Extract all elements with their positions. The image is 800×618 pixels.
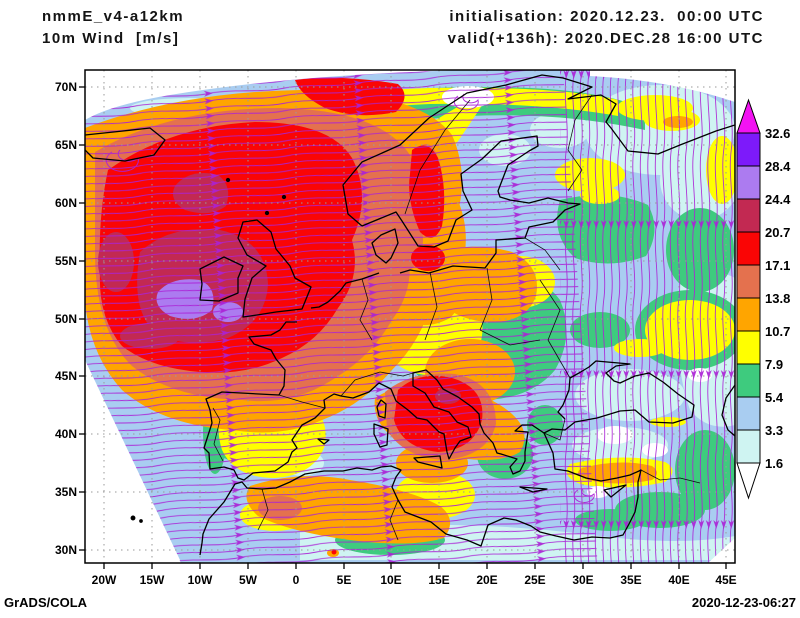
lat-label: 50N xyxy=(55,312,77,326)
color-scale-segment xyxy=(736,264,761,299)
color-scale-segment xyxy=(736,132,761,167)
coast-corsica xyxy=(376,399,387,419)
lon-label: 0 xyxy=(293,573,300,587)
domain-masks xyxy=(85,70,735,563)
lon-label: 25E xyxy=(524,573,545,587)
lon-label: 15E xyxy=(428,573,449,587)
lat-label: 30N xyxy=(55,543,77,557)
lat-label: 45N xyxy=(55,369,77,383)
lon-label: 5W xyxy=(239,573,258,587)
color-scale-value: 7.9 xyxy=(765,357,783,372)
color-scale-value: 3.3 xyxy=(765,423,783,438)
lon-label: 30E xyxy=(572,573,593,587)
streamlines xyxy=(85,70,735,563)
color-scale-value: 10.7 xyxy=(765,324,790,339)
lon-label: 10E xyxy=(380,573,401,587)
color-scale-value: 17.1 xyxy=(765,258,790,273)
color-scale-bottom-arrow xyxy=(736,462,761,500)
axis-ticks xyxy=(79,86,727,569)
coast-cyprus xyxy=(603,484,627,498)
color-scale-top-arrow xyxy=(736,98,761,134)
color-scale: 32.6 28.4 24.4 20.7 17.1 13.8 10.7 7.9 5… xyxy=(736,98,791,500)
lon-label: 45E xyxy=(715,573,736,587)
country-borders xyxy=(212,94,701,541)
color-scale-segment xyxy=(736,330,761,365)
color-scale-segment xyxy=(736,363,761,398)
lat-label: 60N xyxy=(55,196,77,210)
coast-norway-kola xyxy=(342,74,735,227)
lon-label: 35E xyxy=(620,573,641,587)
valid-time-label: valid(+136h): 2020.DEC.28 16:00 UTC xyxy=(447,30,764,47)
lat-label: 55N xyxy=(55,254,77,268)
coast-sardinia xyxy=(373,423,389,448)
color-scale-value: 20.7 xyxy=(765,225,790,240)
color-scale-segment xyxy=(736,198,761,233)
field-title: 10m Wind [m/s] xyxy=(42,30,180,47)
coast-caspian xyxy=(721,384,735,437)
latitude-labels: 70N 65N 60N 55N 50N 45N 40N 35N 30N xyxy=(55,80,77,557)
coast-baltic xyxy=(361,135,581,274)
lon-label: 20E xyxy=(476,573,497,587)
map-frame xyxy=(79,69,736,569)
lon-label: 40E xyxy=(668,573,689,587)
lat-label: 35N xyxy=(55,485,77,499)
init-time-label: initialisation: 2020.12.23. 00:00 UTC xyxy=(449,8,764,25)
color-scale-segment xyxy=(736,297,761,332)
lat-label: 70N xyxy=(55,80,77,94)
color-scale-segment xyxy=(736,165,761,200)
coastlines xyxy=(85,74,735,556)
lat-label: 40N xyxy=(55,427,77,441)
grads-credit: GrADS/COLA xyxy=(4,595,88,610)
color-scale-segment xyxy=(736,396,761,431)
coast-sicily xyxy=(413,455,443,469)
lon-label: 5E xyxy=(337,573,352,587)
coast-mallorca xyxy=(317,438,330,445)
model-title: nmmE_v4-a12km xyxy=(42,8,185,25)
generation-timestamp: 2020-12-23-06:27 xyxy=(691,595,796,610)
lon-label: 20W xyxy=(92,573,117,587)
color-scale-value: 5.4 xyxy=(765,390,784,405)
color-scale-segment xyxy=(736,429,761,464)
color-scale-value: 1.6 xyxy=(765,456,783,471)
coast-crete xyxy=(519,486,548,493)
coast-denmark xyxy=(371,228,399,264)
lon-label: 15W xyxy=(140,573,165,587)
coast-iceland xyxy=(85,127,166,162)
color-scale-value: 32.6 xyxy=(765,126,790,141)
color-scale-value: 28.4 xyxy=(765,159,791,174)
lat-label: 65N xyxy=(55,138,77,152)
coast-great-britain xyxy=(237,219,312,318)
color-scale-value: 24.4 xyxy=(765,192,791,207)
lon-label: 10W xyxy=(188,573,213,587)
color-scale-value: 13.8 xyxy=(765,291,790,306)
coast-ireland xyxy=(199,256,244,302)
longitude-labels: 20W 15W 10W 5W 0 5E 10E 15E 20E 25E 30E … xyxy=(92,573,737,587)
color-scale-segment xyxy=(736,231,761,266)
coast-europe-mediterranean xyxy=(203,321,695,481)
coast-turkey-africa xyxy=(199,432,642,556)
